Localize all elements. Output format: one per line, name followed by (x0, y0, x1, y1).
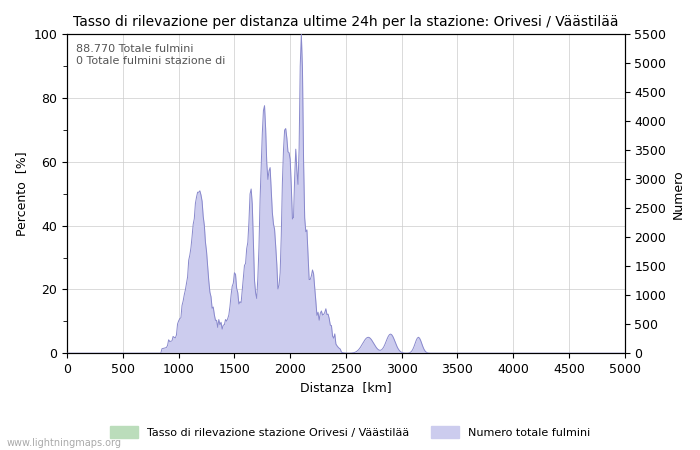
Legend: Tasso di rilevazione stazione Orivesi / Väästilää, Numero totale fulmini: Tasso di rilevazione stazione Orivesi / … (106, 422, 594, 442)
Title: Tasso di rilevazione per distanza ultime 24h per la stazione: Orivesi / Väästilä: Tasso di rilevazione per distanza ultime… (74, 15, 619, 29)
X-axis label: Distanza  [km]: Distanza [km] (300, 382, 392, 395)
Text: www.lightningmaps.org: www.lightningmaps.org (7, 438, 122, 448)
Y-axis label: Percento  [%]: Percento [%] (15, 152, 28, 236)
Y-axis label: Numero: Numero (672, 169, 685, 219)
Text: 88.770 Totale fulmini
0 Totale fulmini stazione di: 88.770 Totale fulmini 0 Totale fulmini s… (76, 44, 225, 66)
